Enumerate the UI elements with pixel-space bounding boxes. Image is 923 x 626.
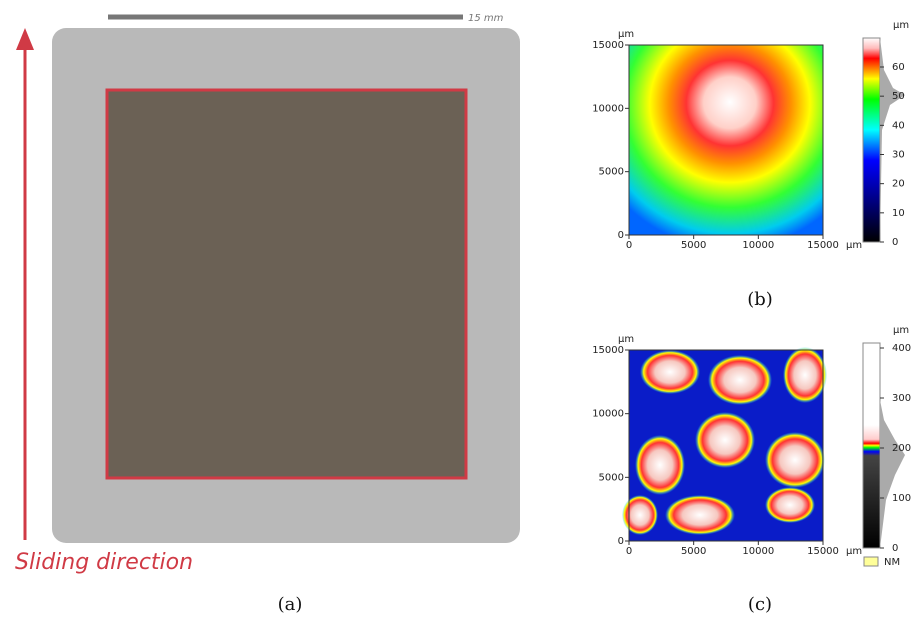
y-tick-label: 0 xyxy=(618,536,624,547)
x-tick-label: 0 xyxy=(626,546,632,557)
colorbar xyxy=(863,38,880,242)
colorbar-unit: µm xyxy=(893,325,909,336)
colorbar xyxy=(863,343,880,548)
y-tick-label: 10000 xyxy=(592,409,624,420)
worn-area xyxy=(107,90,466,478)
y-tick-label: 15000 xyxy=(592,345,624,356)
y-tick-label: 0 xyxy=(618,230,624,241)
legend-swatch xyxy=(864,557,878,566)
page: {"panel_a":{"scale_bar":"15 mm","arrow_l… xyxy=(0,0,923,626)
figure: 15 mm Sliding direction (a) NM 050001000… xyxy=(0,0,923,626)
colorbar-tick-label: 30 xyxy=(892,150,905,161)
colorbar-tick-label: 0 xyxy=(892,237,898,248)
colorbar-tick-label: 400 xyxy=(892,343,911,354)
y-tick-label: 5000 xyxy=(599,167,624,178)
x-tick-label: 15000 xyxy=(807,546,839,557)
colorbar-tick-label: 10 xyxy=(892,208,905,219)
height-map xyxy=(629,45,823,235)
colorbar-tick-label: 40 xyxy=(892,120,905,131)
y-unit: µm xyxy=(618,29,634,40)
y-tick-label: 10000 xyxy=(592,103,624,114)
histogram xyxy=(880,400,905,548)
x-tick-label: 0 xyxy=(626,240,632,251)
colorbar-tick-label: 20 xyxy=(892,179,905,190)
x-tick-label: 10000 xyxy=(742,240,774,251)
y-tick-label: 15000 xyxy=(592,40,624,51)
blobs xyxy=(622,347,827,535)
x-unit: µm xyxy=(846,546,862,557)
legend-label: NM xyxy=(884,557,900,568)
x-tick-label: 5000 xyxy=(681,546,706,557)
colorbar-tick-label: 50 xyxy=(892,91,905,102)
colorbar-unit: µm xyxy=(893,20,909,31)
x-tick-label: 15000 xyxy=(807,240,839,251)
colorbar-tick-label: 100 xyxy=(892,493,911,504)
arrow-label: Sliding direction xyxy=(15,550,193,575)
caption: (a) xyxy=(278,594,303,615)
caption: (b) xyxy=(747,289,773,310)
x-unit: µm xyxy=(846,240,862,251)
caption: (c) xyxy=(748,594,772,615)
arrow-head xyxy=(16,28,34,50)
scale-label: 15 mm xyxy=(468,13,504,24)
colorbar-tick-label: 60 xyxy=(892,62,905,73)
colorbar-tick-label: 0 xyxy=(892,543,898,554)
x-tick-label: 10000 xyxy=(742,546,774,557)
y-tick-label: 5000 xyxy=(599,472,624,483)
x-tick-label: 5000 xyxy=(681,240,706,251)
colorbar-tick-label: 200 xyxy=(892,443,911,454)
colorbar-tick-label: 300 xyxy=(892,393,911,404)
y-unit: µm xyxy=(618,334,634,345)
